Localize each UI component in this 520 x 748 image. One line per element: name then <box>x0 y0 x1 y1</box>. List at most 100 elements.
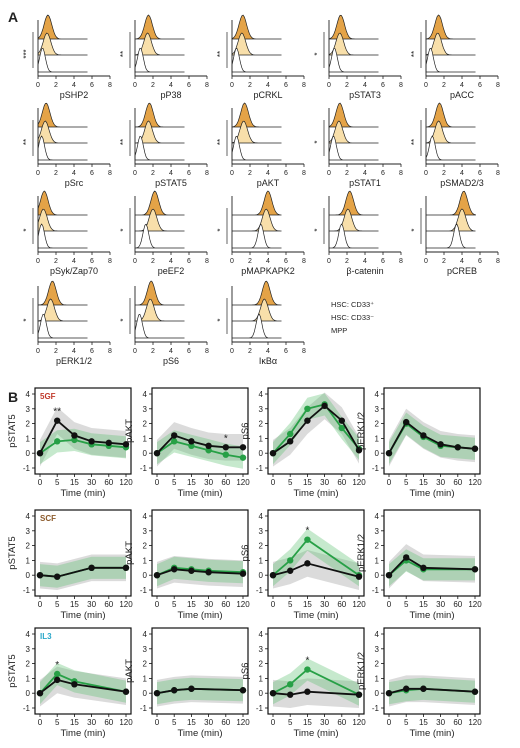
x-axis-label: Time (min) <box>177 728 222 739</box>
histogram-tick-label: 6 <box>284 170 288 177</box>
x-axis-label: Time (min) <box>409 728 454 739</box>
histogram-tick-label: 0 <box>327 170 331 177</box>
histogram-ridge-2 <box>329 223 379 249</box>
y-tick-label: 4 <box>259 630 264 639</box>
band-green <box>273 393 359 465</box>
series-green <box>272 538 360 576</box>
y-tick-label: 0 <box>26 689 31 698</box>
series-green-point <box>304 666 311 673</box>
band-black <box>389 544 475 589</box>
histogram-ridge-0 <box>425 14 476 40</box>
y-tick-label: 2 <box>26 542 31 551</box>
y-tick-label: 3 <box>26 645 31 654</box>
plot-frame <box>267 509 365 597</box>
histogram-tick-label: 6 <box>284 82 288 89</box>
y-tick-label: 1 <box>26 434 31 443</box>
x-tick-label: 15 <box>70 600 79 609</box>
histogram-ridge-0 <box>426 190 476 216</box>
x-tick-label: 0 <box>38 718 43 727</box>
x-tick-label: 5 <box>288 718 293 727</box>
histogram-tick-label: 0 <box>230 82 234 89</box>
y-tick-label: 2 <box>26 420 31 429</box>
y-tick-label: 1 <box>375 434 380 443</box>
x-tick-label: 120 <box>119 718 133 727</box>
histogram-1: 0 2 4 6 8 ** pP38 <box>119 14 209 100</box>
y-tick-label: 0 <box>143 571 148 580</box>
band-black <box>389 675 475 707</box>
y-tick-label: 4 <box>143 512 148 521</box>
y-tick-label: 3 <box>259 645 264 654</box>
y-tick-label: 4 <box>375 512 380 521</box>
series-black-point <box>171 432 178 439</box>
series-black-point <box>385 450 393 457</box>
histogram-tick-label: 8 <box>399 82 403 89</box>
series-black-point <box>287 691 294 698</box>
histogram-tick-label: 2 <box>54 82 58 89</box>
histogram-marker-label: peEF2 <box>158 266 185 276</box>
series-black-point <box>205 442 212 449</box>
x-tick-label: 60 <box>221 600 230 609</box>
series-black-point <box>287 438 294 445</box>
histogram-tick-label: 0 <box>36 258 40 265</box>
x-axis-label: Time (min) <box>60 728 105 739</box>
histogram-ridge-0 <box>231 14 282 40</box>
histogram-tick-label: 6 <box>478 82 482 89</box>
series-green-point <box>171 438 178 445</box>
series-black-point <box>188 685 195 692</box>
x-tick-label: 5 <box>404 600 409 609</box>
histogram-tick-label: 6 <box>284 348 288 355</box>
histogram-ridge-2 <box>425 47 476 73</box>
histogram-tick-label: 4 <box>266 258 270 265</box>
histogram-tick-label: 2 <box>54 348 58 355</box>
x-axis-label: Time (min) <box>409 610 454 621</box>
histogram-tick-label: 4 <box>460 170 464 177</box>
histogram-tick-label: 4 <box>266 348 270 355</box>
histogram-tick-label: 4 <box>460 258 464 265</box>
x-tick-label: 120 <box>352 718 366 727</box>
series-black-point <box>287 567 294 574</box>
histogram-tick-label: 0 <box>230 258 234 265</box>
histogram-ridge-0 <box>134 102 185 128</box>
histogram-tick-label: 0 <box>133 348 137 355</box>
series-black-point <box>304 688 311 695</box>
series-black-point <box>454 444 461 451</box>
histogram-tick-label: 2 <box>345 170 349 177</box>
y-tick-label: -1 <box>140 464 148 473</box>
x-tick-label: 0 <box>155 718 160 727</box>
series-green-point <box>338 424 345 432</box>
x-tick-label: 15 <box>303 600 312 609</box>
band-black <box>273 678 359 708</box>
histogram-tick-label: 8 <box>302 170 306 177</box>
series-black-point <box>36 572 44 579</box>
series-black-point <box>205 569 212 576</box>
histogram-tick-label: 6 <box>90 82 94 89</box>
histogram-tick-label: 8 <box>108 258 112 265</box>
x-tick-label: 5 <box>172 478 177 487</box>
y-tick-label: 0 <box>375 571 380 580</box>
x-tick-label: 30 <box>436 600 445 609</box>
histogram-tick-label: 2 <box>345 258 349 265</box>
x-tick-label: 30 <box>204 718 213 727</box>
series-black-point <box>403 418 410 426</box>
histogram-tick-label: 2 <box>151 82 155 89</box>
x-axis-label: Time (min) <box>60 488 105 499</box>
x-tick-label: 120 <box>352 600 366 609</box>
histogram-13: 0 2 4 6 8 * β-catenin <box>313 190 403 276</box>
series-green-point <box>188 442 195 449</box>
significance-marker: * <box>410 228 419 231</box>
y-tick-label: -1 <box>372 586 380 595</box>
x-tick-label: 15 <box>419 600 428 609</box>
plot-frame <box>34 509 132 597</box>
x-tick-label: 30 <box>320 478 329 487</box>
y-tick-label: 3 <box>143 645 148 654</box>
histogram-tick-label: 8 <box>496 258 500 265</box>
series-black-point <box>239 444 247 451</box>
histogram-ridge-2 <box>37 313 88 339</box>
y-tick-label: 0 <box>26 571 31 580</box>
histogram-ridge-1 <box>231 32 282 56</box>
y-tick-label: 1 <box>375 556 380 565</box>
histogram-4: 0 2 4 6 8 ** pACC <box>410 14 500 100</box>
histogram-tick-label: 6 <box>187 82 191 89</box>
